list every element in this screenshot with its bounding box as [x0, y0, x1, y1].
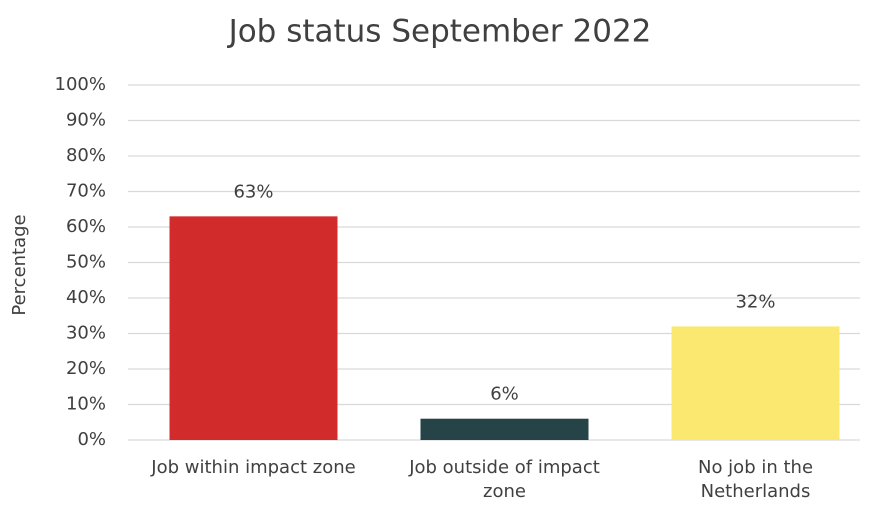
bar: [671, 326, 840, 440]
y-tick-label: 10%: [66, 394, 106, 415]
x-tick-label: Job within impact zone: [151, 457, 356, 478]
y-tick-label: 20%: [66, 358, 106, 379]
y-tick-label: 100%: [55, 74, 106, 95]
y-tick-label: 60%: [66, 216, 106, 237]
chart-title: Job status September 2022: [227, 14, 652, 50]
y-axis-label: Percentage: [9, 214, 30, 315]
y-tick-label: 70%: [66, 181, 106, 202]
x-tick-label: Job outside of impact zone: [409, 457, 600, 502]
data-label: 32%: [735, 291, 775, 312]
y-tick-label: 30%: [66, 323, 106, 344]
y-tick-label: 80%: [66, 145, 106, 166]
bar: [420, 418, 589, 440]
x-tick-label: No job in the Netherlands: [697, 457, 814, 502]
bar: [169, 216, 338, 440]
y-tick-label: 50%: [66, 252, 106, 273]
data-label: 63%: [233, 181, 273, 202]
y-tick-label: 90%: [66, 110, 106, 131]
data-label: 6%: [490, 384, 519, 405]
y-tick-label: 0%: [77, 429, 106, 450]
y-tick-label: 40%: [66, 287, 106, 308]
